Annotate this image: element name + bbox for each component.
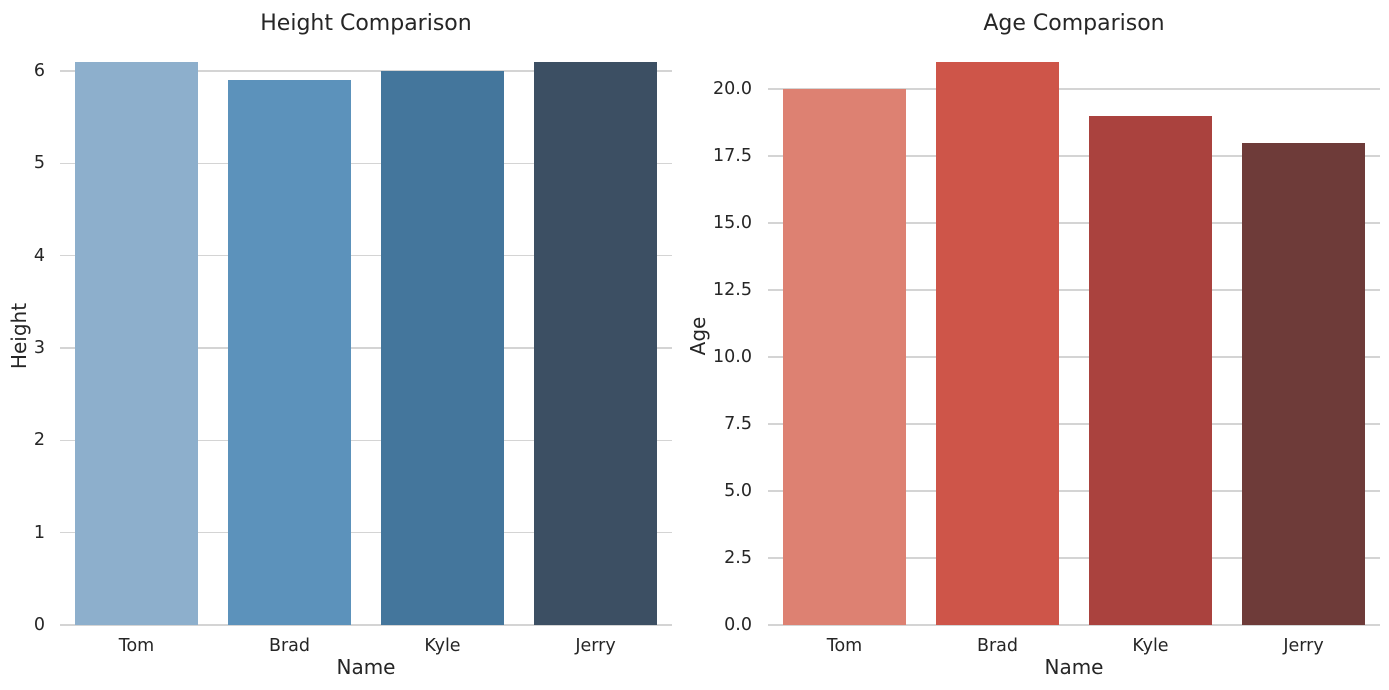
x-tick-label-kyle: Kyle <box>1132 636 1169 656</box>
y-tick-label: 17.5 <box>713 146 752 167</box>
y-tick-label: 15.0 <box>713 213 752 234</box>
x-tick-label-jerry: Jerry <box>1283 636 1324 656</box>
y-tick-label: 4 <box>33 245 45 266</box>
gridline <box>768 88 1380 90</box>
x-tick-label-tom: Tom <box>826 636 863 656</box>
x-axis-label-name-right: Name <box>1044 655 1104 679</box>
y-tick-label: 2.5 <box>724 548 752 568</box>
y-tick-label: 20.0 <box>713 79 752 100</box>
bar-jerry <box>534 61 657 625</box>
x-tick-label-kyle: Kyle <box>424 636 461 656</box>
y-tick-label: 12.5 <box>713 280 752 301</box>
bar-brad <box>228 80 351 625</box>
y-tick-label: 5 <box>33 153 45 174</box>
gridline <box>60 70 672 72</box>
y-tick-label: 7.5 <box>724 414 752 435</box>
y-tick-label: 0.0 <box>724 615 752 635</box>
gridline <box>768 490 1380 492</box>
y-tick-label: 5.0 <box>724 481 752 502</box>
gridline <box>768 624 1380 626</box>
gridline <box>768 155 1380 157</box>
x-tick-label-brad: Brad <box>976 636 1019 656</box>
x-tick-label-brad: Brad <box>268 636 311 656</box>
gridline <box>768 289 1380 291</box>
gridline <box>768 222 1380 224</box>
y-tick-label: 2 <box>33 430 45 451</box>
bar-kyle <box>381 71 504 625</box>
bar-brad <box>936 62 1059 625</box>
y-tick-label: 3 <box>33 338 45 358</box>
y-tick-label: 10.0 <box>713 347 752 368</box>
chart-title-height-comparison: Height Comparison <box>260 11 472 36</box>
gridline <box>60 624 672 626</box>
x-tick-label-jerry: Jerry <box>575 636 616 656</box>
gridline <box>768 423 1380 425</box>
gridline <box>60 347 672 349</box>
y-tick-label: 1 <box>33 522 45 543</box>
chart-title-age-comparison: Age Comparison <box>983 11 1165 36</box>
y-tick-label: 6 <box>33 61 45 81</box>
gridline <box>768 557 1380 559</box>
gridline <box>60 162 672 165</box>
bar-tom <box>75 61 198 625</box>
gridline <box>768 356 1380 358</box>
y-tick-label: 0 <box>33 615 45 635</box>
x-axis-label-name-left: Name <box>336 655 396 679</box>
bar-jerry <box>1242 142 1365 625</box>
bar-tom <box>783 89 906 625</box>
gridline <box>60 439 672 442</box>
gridline <box>60 254 672 257</box>
y-axis-label-height: Height <box>7 302 31 370</box>
gridline <box>60 531 672 534</box>
bar-kyle <box>1089 115 1212 625</box>
x-tick-label-tom: Tom <box>118 636 155 656</box>
